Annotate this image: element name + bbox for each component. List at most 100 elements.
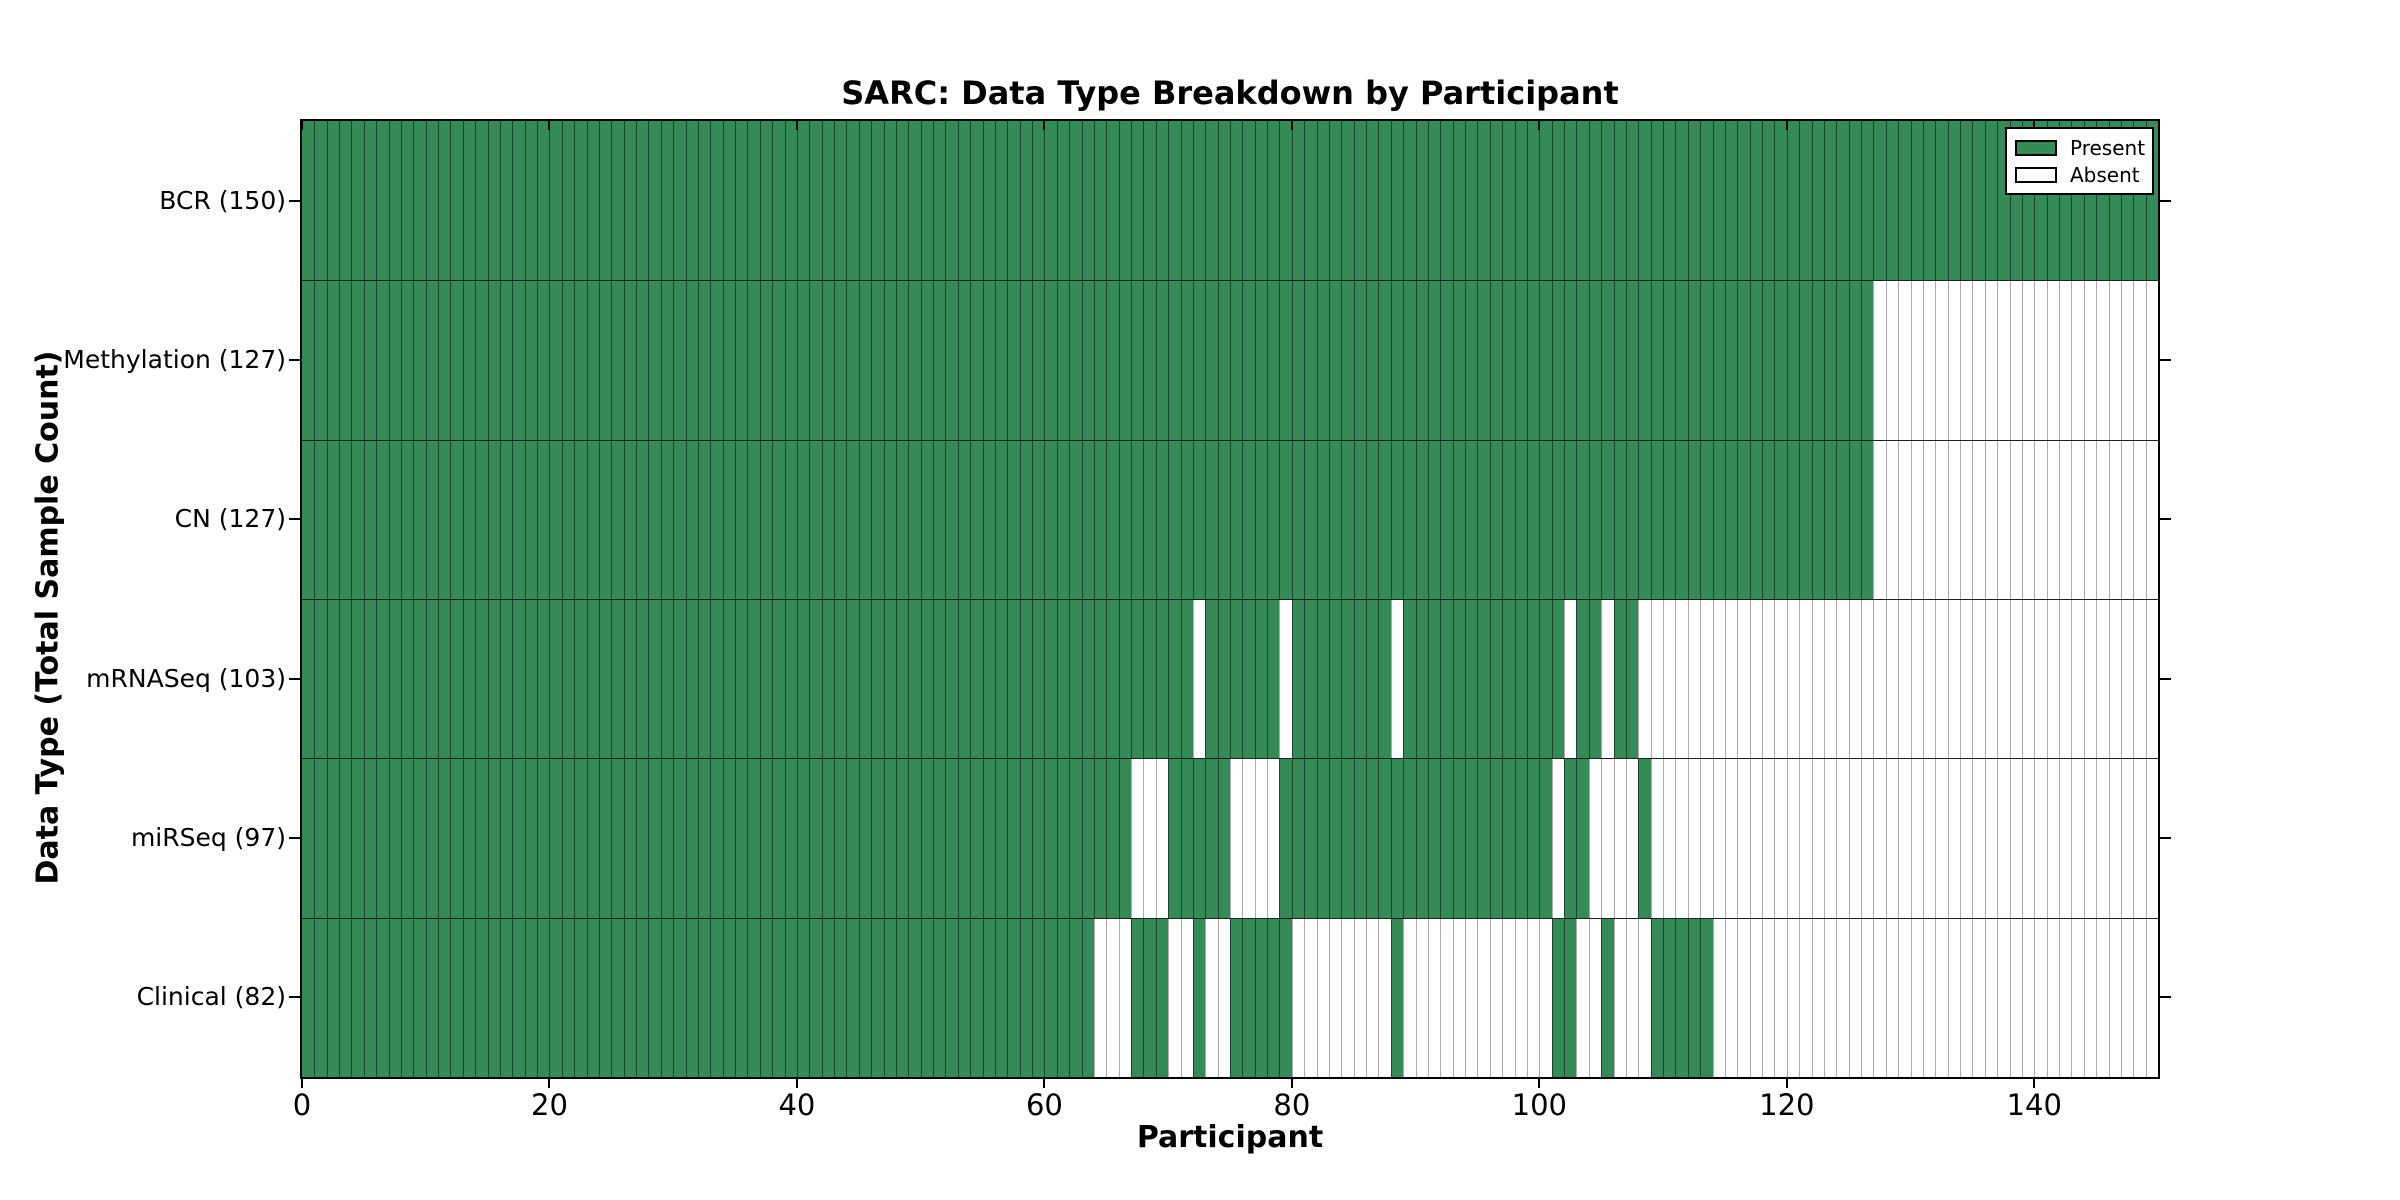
present-cell xyxy=(1044,918,1058,1077)
y-tick-mark xyxy=(2160,677,2171,680)
absent-cell xyxy=(1502,918,1516,1077)
present-cell xyxy=(920,440,934,599)
present-cell xyxy=(796,918,810,1077)
present-cell xyxy=(1415,121,1429,281)
present-cell xyxy=(413,281,427,440)
present-cell xyxy=(574,281,588,440)
present-cell xyxy=(425,121,439,281)
absent-cell xyxy=(1316,918,1330,1077)
present-cell xyxy=(1081,599,1095,759)
present-cell xyxy=(920,121,934,281)
present-cell xyxy=(326,759,340,918)
present-cell xyxy=(512,121,526,281)
present-cell xyxy=(1514,440,1528,599)
present-cell xyxy=(475,440,489,599)
present-cell xyxy=(314,599,328,759)
absent-cell xyxy=(2009,440,2023,599)
present-cell xyxy=(363,121,377,281)
present-cell xyxy=(1564,759,1578,918)
present-cell xyxy=(759,281,773,440)
present-cell xyxy=(1588,281,1602,440)
present-cell xyxy=(772,918,786,1077)
absent-cell xyxy=(1960,440,1973,599)
present-cell xyxy=(1551,121,1565,281)
present-cell xyxy=(1304,281,1318,440)
present-cell xyxy=(784,759,798,918)
present-cell xyxy=(1032,599,1045,759)
present-cell xyxy=(363,440,377,599)
present-cell xyxy=(809,759,823,918)
present-cell xyxy=(759,759,773,918)
present-cell xyxy=(462,599,476,759)
x-tick-mark xyxy=(1538,121,1541,130)
present-cell xyxy=(1700,281,1714,440)
absent-cell xyxy=(2071,440,2085,599)
present-cell xyxy=(1118,440,1132,599)
present-cell xyxy=(1254,281,1268,440)
present-cell xyxy=(1242,281,1256,440)
present-cell xyxy=(537,599,551,759)
present-cell xyxy=(351,281,365,440)
present-cell xyxy=(1502,599,1516,759)
y-tick-label: mRNASeq (103) xyxy=(86,663,286,693)
present-cell xyxy=(710,918,724,1077)
present-cell xyxy=(1625,599,1639,759)
present-cell xyxy=(314,440,328,599)
x-tick-label: 80 xyxy=(1273,1088,1311,1122)
present-cell xyxy=(598,599,612,759)
present-cell xyxy=(475,281,489,440)
present-cell xyxy=(957,440,971,599)
absent-cell xyxy=(2021,759,2035,918)
absent-cell xyxy=(1328,918,1342,1077)
absent-cell xyxy=(2096,281,2110,440)
absent-cell xyxy=(2108,599,2122,759)
present-cell xyxy=(821,121,835,281)
present-cell xyxy=(326,121,340,281)
x-tick-mark xyxy=(548,121,551,130)
present-cell xyxy=(1601,281,1615,440)
absent-cell xyxy=(2120,599,2134,759)
present-cell xyxy=(1737,281,1751,440)
present-cell xyxy=(1452,281,1466,440)
absent-cell xyxy=(2009,918,2023,1077)
present-cell xyxy=(1118,759,1132,918)
y-tick-mark xyxy=(2160,199,2171,202)
present-cell xyxy=(1032,121,1045,281)
present-cell xyxy=(1291,599,1305,759)
present-cell xyxy=(697,599,711,759)
present-cell xyxy=(747,599,761,759)
present-cell xyxy=(1526,281,1540,440)
present-cell xyxy=(1489,121,1503,281)
present-cell xyxy=(1477,599,1491,759)
legend-label-present: Present xyxy=(2070,135,2146,160)
absent-cell xyxy=(1898,759,1912,918)
absent-cell xyxy=(1663,599,1677,759)
absent-cell xyxy=(1910,440,1924,599)
absent-cell xyxy=(1984,759,1998,918)
present-cell xyxy=(970,440,984,599)
absent-cell xyxy=(2009,599,2023,759)
present-cell xyxy=(512,759,526,918)
present-cell xyxy=(636,599,650,759)
absent-cell xyxy=(1749,918,1763,1077)
present-cell xyxy=(339,759,353,918)
y-tick-mark xyxy=(2160,996,2171,999)
absent-cell xyxy=(1304,918,1318,1077)
present-cell xyxy=(1489,281,1503,440)
y-tick-mark xyxy=(289,359,300,361)
absent-cell xyxy=(1997,918,2011,1077)
present-cell xyxy=(1267,440,1281,599)
present-cell xyxy=(685,440,699,599)
present-cell xyxy=(326,599,340,759)
present-cell xyxy=(1526,121,1540,281)
absent-cell xyxy=(1823,918,1837,1077)
present-cell xyxy=(759,121,773,281)
present-cell xyxy=(722,440,736,599)
present-cell xyxy=(598,121,612,281)
absent-cell xyxy=(1947,759,1961,918)
absent-cell xyxy=(1514,918,1528,1077)
present-cell xyxy=(1093,440,1107,599)
present-cell xyxy=(438,281,452,440)
present-cell xyxy=(363,918,377,1077)
legend-item-absent: Absent xyxy=(2015,165,2144,185)
